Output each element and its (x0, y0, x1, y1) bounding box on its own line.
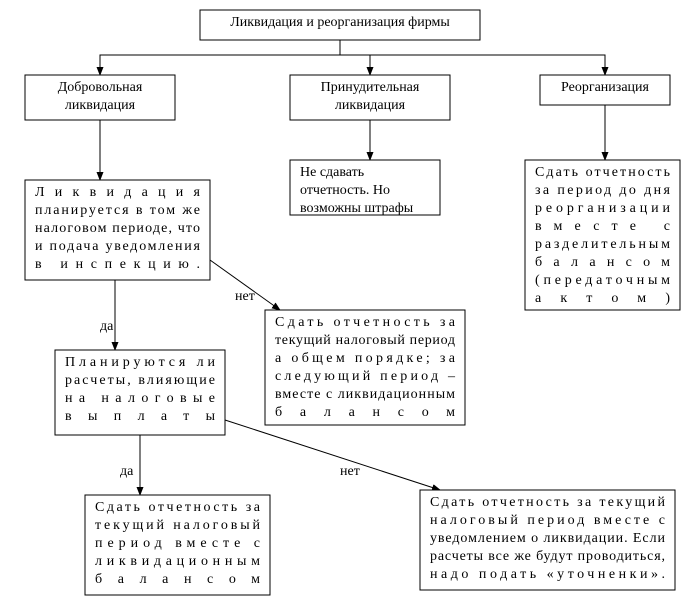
node-q2: Планируются лирасчеты, влияющиена налого… (55, 350, 225, 435)
edge-label: нет (235, 289, 255, 304)
node-text: отчетность. Но (300, 183, 390, 198)
node-text: ликвидация (335, 98, 406, 113)
node-text: расчеты, влияющие (65, 373, 215, 388)
node-root: Ликвидация и реорганизация фирмы (200, 10, 480, 40)
node-text: текущий налоговый период (275, 333, 455, 348)
node-no1R: Сдать отчетность за текущий налоговый пер… (265, 310, 465, 425)
node-forceR: Не сдавать отчетность. Но возможны штрафы (290, 160, 440, 216)
node-text: Сдать отчетность за текущий (430, 495, 666, 510)
edge-root-reorg (340, 40, 605, 75)
node-text: Ликвидация и реорганизация фирмы (230, 15, 450, 30)
edge-root-force (340, 40, 370, 75)
node-text: Добровольная (58, 80, 143, 95)
node-text: Принудительная (321, 80, 420, 95)
node-text: реорганизации (535, 201, 671, 216)
node-text: налоговом периоде, что (35, 221, 200, 236)
flowchart-canvas: да нет да нет Ликвидация и реорганизация фир… (0, 0, 700, 611)
node-text: Сдать отчетность (535, 165, 670, 180)
node-text: Не сдавать (300, 165, 364, 180)
node-text: вместе с ликвидационным (275, 387, 455, 402)
node-text: налоговый период вместе с (430, 513, 665, 528)
edge-label: да (120, 464, 134, 479)
edge-label: да (100, 319, 114, 334)
node-text: надо подать «уточненки». (430, 567, 665, 582)
node-yes2R: Сдать отчетность затекущий налоговыйпери… (85, 495, 270, 595)
node-text: ликвидация (65, 98, 136, 113)
node-text: а общем порядке; за (275, 351, 456, 366)
node-text: период вместе с (95, 536, 260, 551)
edge-label: нет (340, 464, 360, 479)
node-force: Принудительная ликвидация (290, 75, 450, 120)
node-reorg: Реорганизация (540, 75, 670, 105)
edge-q2-no2R (225, 420, 440, 490)
node-text: возможны штрафы (300, 201, 414, 216)
node-text: уведомлением о ликвидации. Если (430, 531, 666, 546)
node-text: разделительным (535, 237, 670, 252)
node-q1: Ликвидацияпланируется в том женалоговом … (25, 180, 210, 280)
node-no2R: Сдать отчетность за текущий налоговый пер… (420, 490, 675, 590)
node-text: Сдать отчетность за (95, 500, 261, 515)
node-text: и подача уведомления (35, 239, 201, 254)
node-text: Сдать отчетность за (275, 315, 456, 330)
node-text: Реорганизация (561, 80, 649, 95)
edge-root-vol (100, 40, 340, 75)
node-text: расчеты все же будут проводиться, (430, 549, 665, 564)
node-vol: Добровольная ликвидация (25, 75, 175, 120)
node-reorgR: Сдать отчетностьза период до дняреоргани… (525, 160, 680, 310)
